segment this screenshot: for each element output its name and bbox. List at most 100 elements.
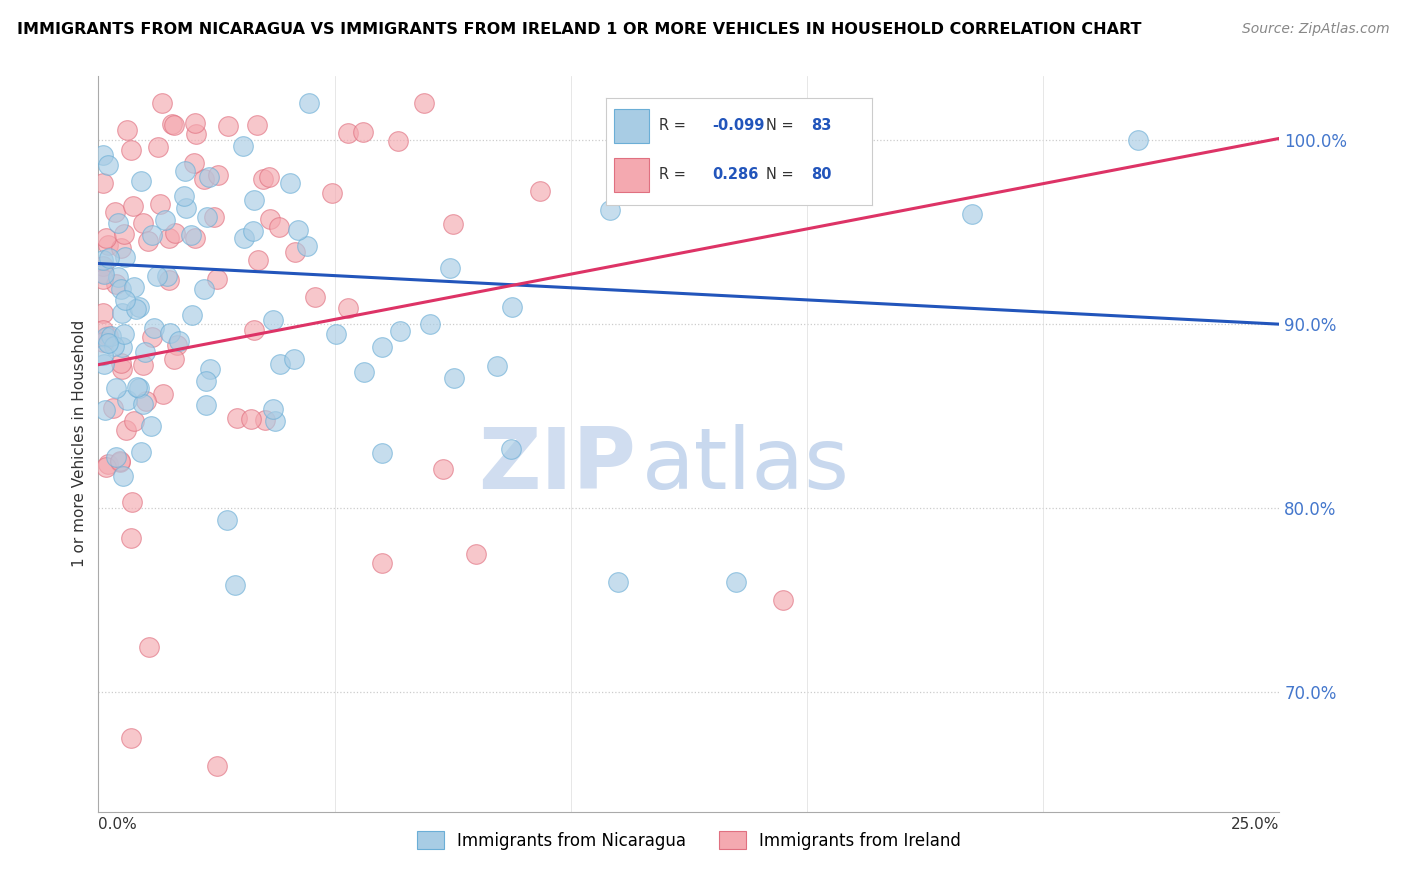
Point [156,269,179,284]
Point [114,250,136,264]
Point [387,134,409,148]
Point [132,358,155,372]
Point [121,731,143,746]
Point [107,216,129,230]
Point [152,387,174,401]
Point [112,227,135,241]
Point [284,245,307,260]
Point [97,457,120,471]
Point [485,359,508,373]
Point [128,381,150,395]
Point [122,279,145,293]
Point [371,340,394,354]
Point [184,231,207,245]
Point [599,202,621,217]
Point [111,468,134,483]
Point [465,547,488,561]
Point [337,126,360,140]
Point [110,241,132,255]
Point [134,344,156,359]
Point [117,122,139,136]
Point [298,96,321,111]
Point [122,414,145,428]
Point [141,330,163,344]
Point [121,495,143,509]
Text: ZIP: ZIP [478,425,636,508]
Point [772,593,794,607]
Point [91,148,114,162]
Point [93,267,115,281]
Point [108,455,131,469]
Point [239,412,262,426]
Point [105,380,128,394]
Point [441,217,464,231]
Point [246,118,269,132]
Point [321,186,343,201]
Point [353,365,375,379]
Point [263,414,285,428]
Point [371,557,394,571]
Point [198,169,221,184]
Point [304,290,326,304]
Point [135,393,157,408]
Point [725,574,748,589]
Point [193,171,215,186]
Point [439,261,461,276]
Point [91,266,114,280]
Point [607,574,630,589]
Point [283,352,305,367]
Point [101,401,124,415]
Point [262,312,284,326]
Point [98,251,121,265]
Point [180,308,202,322]
Point [205,758,228,772]
Text: atlas: atlas [641,425,849,508]
Point [94,403,117,417]
Point [100,328,122,343]
Point [183,156,205,170]
Point [112,326,135,341]
Point [413,96,436,111]
Y-axis label: 1 or more Vehicles in Household: 1 or more Vehicles in Household [72,320,87,567]
Point [91,271,114,285]
Point [371,446,394,460]
Point [159,326,181,340]
Point [163,227,186,241]
Point [120,143,142,157]
Point [107,270,129,285]
Point [150,96,173,111]
Point [224,577,246,591]
Point [287,223,309,237]
Text: IMMIGRANTS FROM NICARAGUA VS IMMIGRANTS FROM IRELAND 1 OR MORE VEHICLES IN HOUSE: IMMIGRANTS FROM NICARAGUA VS IMMIGRANTS … [17,22,1142,37]
Point [163,352,186,367]
Point [111,362,134,376]
Point [91,334,114,349]
Point [253,413,276,427]
Point [962,207,984,221]
Point [207,168,229,182]
Point [193,282,215,296]
Point [195,398,218,412]
Point [184,116,207,130]
Point [202,210,225,224]
Point [501,301,523,315]
Point [337,301,360,315]
Point [217,119,239,133]
Point [104,277,127,291]
Point [432,462,454,476]
Point [108,454,131,468]
Point [226,411,249,425]
Point [91,259,114,273]
Point [278,176,301,190]
Point [198,361,221,376]
Point [242,224,264,238]
Point [120,531,142,545]
Point [419,317,441,331]
Point [115,393,138,408]
Point [125,302,148,317]
Point [267,219,290,234]
Point [94,230,117,244]
Point [243,323,266,337]
Point [247,252,270,267]
Point [257,170,280,185]
